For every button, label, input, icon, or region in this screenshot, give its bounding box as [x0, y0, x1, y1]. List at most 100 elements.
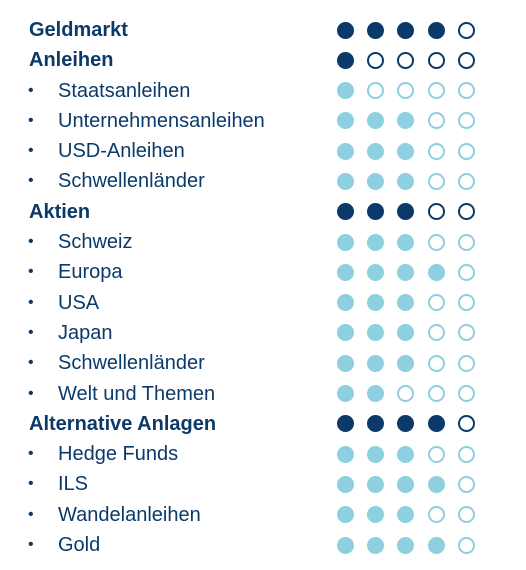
item-label: Europa — [58, 261, 123, 284]
rating-list: Geldmarkt Anleihen • Staatsanleihen • Unterne… — [0, 15, 526, 560]
rating-dot-empty-icon — [427, 445, 445, 463]
bullet-icon: • — [28, 142, 34, 160]
rating-dot-filled-icon — [397, 233, 415, 251]
item-row: • Gold — [0, 530, 526, 560]
rating-dot-filled-icon — [337, 112, 354, 130]
rating-dots — [337, 294, 482, 312]
item-row: • Schwellenländer — [0, 348, 526, 378]
rating-dot-filled-icon — [337, 142, 354, 160]
rating-dot-empty-icon — [457, 445, 475, 463]
item-row: • Welt und Themen — [0, 379, 526, 409]
rating-dot-empty-icon — [457, 203, 475, 221]
rating-dot-empty-icon — [457, 475, 475, 493]
rating-dot-empty-icon — [457, 172, 475, 190]
rating-dot-empty-icon — [457, 112, 475, 130]
item-row: • Schwellenländer — [0, 166, 526, 196]
rating-dot-empty-icon — [457, 294, 475, 312]
rating-dot-filled-icon — [427, 415, 445, 433]
bullet-icon: • — [28, 384, 34, 402]
rating-dot-filled-icon — [337, 324, 354, 342]
rating-dot-filled-icon — [367, 233, 385, 251]
rating-dots — [337, 142, 482, 161]
rating-dot-filled-icon — [337, 233, 354, 251]
rating-dot-filled-icon — [337, 172, 354, 190]
rating-dots — [337, 385, 482, 403]
rating-dot-filled-icon — [397, 21, 415, 39]
item-label: Gold — [58, 534, 101, 557]
rating-dot-filled-icon — [397, 142, 415, 160]
item-row: • Europa — [0, 257, 526, 287]
item-label: Staatsanleihen — [58, 79, 191, 102]
rating-dot-empty-icon — [457, 385, 475, 403]
rating-dot-filled-icon — [427, 536, 445, 554]
item-row: • ILS — [0, 469, 526, 499]
rating-dot-empty-icon — [427, 294, 445, 312]
rating-dots — [337, 51, 482, 70]
bullet-icon: • — [28, 111, 34, 129]
rating-dot-empty-icon — [427, 203, 445, 221]
item-row: • Japan — [0, 318, 526, 348]
rating-dot-empty-icon — [427, 172, 445, 190]
item-label: Wandelanleihen — [58, 503, 201, 526]
rating-dot-filled-icon — [337, 82, 354, 100]
rating-dot-empty-icon — [397, 82, 415, 100]
rating-dot-empty-icon — [457, 536, 475, 554]
rating-dot-filled-icon — [397, 354, 415, 372]
rating-dot-filled-icon — [367, 263, 385, 281]
item-label: Schwellenländer — [58, 352, 205, 375]
category-row: Anleihen — [0, 45, 526, 75]
rating-dot-empty-icon — [367, 82, 385, 100]
item-label: USD-Anleihen — [58, 140, 185, 163]
rating-dot-filled-icon — [337, 203, 354, 221]
rating-dots — [337, 475, 482, 494]
category-row: Aktien — [0, 197, 526, 227]
item-label: Schwellenländer — [58, 170, 205, 193]
rating-dots — [337, 445, 482, 464]
rating-dot-filled-icon — [337, 506, 354, 524]
rating-dots — [337, 506, 482, 524]
rating-dot-empty-icon — [457, 354, 475, 372]
bullet-icon: • — [28, 475, 34, 493]
rating-dot-filled-icon — [367, 142, 385, 160]
rating-dot-filled-icon — [367, 21, 385, 39]
item-label: ILS — [58, 473, 89, 496]
rating-dot-filled-icon — [337, 21, 354, 39]
rating-dot-filled-icon — [337, 415, 354, 433]
rating-dot-filled-icon — [397, 415, 415, 433]
category-row: Geldmarkt — [0, 15, 526, 45]
rating-dots — [337, 21, 482, 40]
rating-dots — [337, 263, 482, 282]
item-row: • USD-Anleihen — [0, 136, 526, 166]
bullet-icon: • — [28, 354, 34, 372]
bullet-icon: • — [28, 445, 34, 463]
rating-dot-filled-icon — [337, 354, 354, 372]
rating-dot-empty-icon — [427, 142, 445, 160]
rating-dot-filled-icon — [367, 324, 385, 342]
rating-dots — [337, 82, 482, 100]
item-label: Schweiz — [58, 231, 133, 254]
rating-dot-empty-icon — [457, 324, 475, 342]
rating-dot-empty-icon — [427, 233, 445, 251]
bullet-icon: • — [28, 536, 34, 554]
rating-dot-empty-icon — [367, 51, 385, 69]
item-row: • Staatsanleihen — [0, 76, 526, 106]
rating-dot-filled-icon — [367, 172, 385, 190]
rating-dot-filled-icon — [337, 51, 354, 69]
rating-dot-filled-icon — [427, 21, 445, 39]
rating-dots — [337, 536, 482, 555]
rating-dot-empty-icon — [397, 51, 415, 69]
bullet-icon: • — [28, 263, 34, 281]
rating-dot-filled-icon — [367, 203, 385, 221]
item-label: Hedge Funds — [58, 443, 179, 466]
rating-dots — [337, 172, 482, 191]
rating-dot-filled-icon — [397, 112, 415, 130]
rating-dot-filled-icon — [367, 506, 385, 524]
rating-dot-filled-icon — [367, 445, 385, 463]
item-row: • Hedge Funds — [0, 439, 526, 469]
category-label: Alternative Anlagen — [29, 412, 217, 435]
rating-dot-empty-icon — [397, 385, 415, 403]
item-row: • Wandelanleihen — [0, 500, 526, 530]
bullet-icon: • — [28, 323, 34, 341]
item-row: • Schweiz — [0, 227, 526, 257]
rating-dots — [337, 233, 482, 252]
